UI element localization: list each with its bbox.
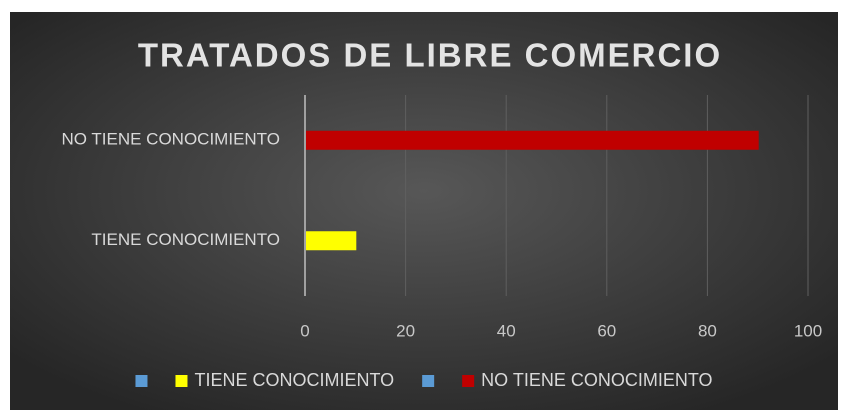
x-tick-label: 20 xyxy=(396,321,415,340)
legend-label: TIENE CONOCIMIENTO xyxy=(194,370,394,390)
x-tick-label: 100 xyxy=(794,321,822,340)
legend-swatch xyxy=(175,375,188,387)
bar xyxy=(306,130,759,150)
legend-swatch xyxy=(135,375,148,387)
y-tick-label: NO TIENE CONOCIMIENTO xyxy=(61,130,280,149)
bar xyxy=(306,231,357,251)
x-tick-label: 40 xyxy=(497,321,516,340)
y-tick-label: TIENE CONOCIMIENTO xyxy=(91,230,280,249)
legend-label: NO TIENE CONOCIMIENTO xyxy=(481,370,712,390)
chart-background xyxy=(10,12,838,410)
chart-title: TRATADOS DE LIBRE COMERCIO xyxy=(138,37,722,74)
x-tick-label: 60 xyxy=(597,321,616,340)
legend-swatch xyxy=(422,375,435,387)
x-tick-label: 0 xyxy=(300,321,309,340)
x-tick-label: 80 xyxy=(698,321,717,340)
legend-swatch xyxy=(462,375,475,387)
